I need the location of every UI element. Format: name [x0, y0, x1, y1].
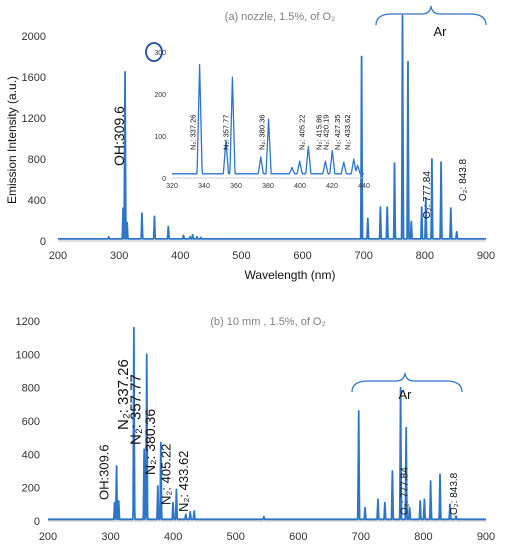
- inset-peak-label: N₂: 380.36: [258, 115, 267, 150]
- chart-a-annotation-o2-843: O₂: 843.8: [458, 158, 469, 201]
- chart-b-x-tick-label: 600: [289, 531, 307, 543]
- chart-b-x-tick-label: 200: [39, 531, 57, 543]
- inset-x-tick-label: 440: [358, 183, 370, 190]
- chart-a-x-axis-label: Wavelength (nm): [245, 268, 336, 282]
- chart-b-peak-label: N₂: 337.26: [115, 359, 132, 430]
- chart-b-annotation-o2-843: O₂: 843.8: [449, 472, 460, 515]
- chart-b-x-tick-label: 500: [227, 531, 245, 543]
- inset-x-tick-label: 340: [198, 183, 210, 190]
- chart-b-peak-label: N₂: 357.77: [128, 374, 145, 445]
- inset-y-tick-label: 100: [154, 134, 166, 141]
- inset-peak-label: N₂: 357.77: [221, 115, 230, 150]
- chart-b-peak-label: N₂: 433.62: [176, 451, 191, 512]
- inset-peak-label: N₂: 420.19: [321, 115, 330, 150]
- inset-peak-label: N₂: 433.62: [343, 115, 352, 150]
- chart-b-x-tick-label: 800: [414, 531, 432, 543]
- chart-b-peak-label: N₂: 405.22: [158, 444, 173, 505]
- chart-a-x-tick-label: 400: [171, 250, 189, 262]
- chart-b-peak-label: OH:309.6: [97, 444, 112, 500]
- chart-a-title: (a) nozzle, 1.5%, of O₂: [225, 11, 336, 23]
- chart-a-annotation-oh: OH:309.6: [111, 106, 127, 166]
- inset-x-tick-label: 420: [326, 183, 338, 190]
- chart-a-x-tick-label: 700: [355, 250, 373, 262]
- inset-peak-label: N₂: 405.22: [297, 115, 306, 150]
- panel-a: (a) nozzle, 1.5%, of O₂ Emission Intensi…: [5, 5, 495, 282]
- chart-b-y-tick-label: 1200: [16, 316, 40, 328]
- chart-b-y-tick-label: 1000: [16, 349, 40, 361]
- inset-highlight-circle: [145, 42, 163, 62]
- chart-b-y-tick-label: 200: [22, 483, 40, 495]
- chart-a-annotation-ar: Ar: [434, 24, 448, 39]
- panel-b: (b) 10 mm , 1.5%, of O₂ 200 300 400 500 600 7…: [16, 316, 496, 543]
- chart-a-inset: 320 340 360 380 400 420 440 0 100 200 300 N₂: 337…: [145, 42, 370, 190]
- inset-x-tick-label: 400: [294, 183, 306, 190]
- chart-a-x-tick-label: 800: [416, 250, 434, 262]
- inset-peak-label: N₂: 415.86: [314, 115, 323, 150]
- inset-y-tick-label: 0: [162, 176, 166, 183]
- chart-b-peak-label: N₂: 380.36: [142, 409, 158, 475]
- inset-series-line: [171, 63, 365, 175]
- inset-y-tick-label: 300: [154, 50, 166, 57]
- chart-b-annotation-o2-777: O₂: 777.84: [400, 467, 411, 515]
- chart-a-series-line: [57, 14, 487, 240]
- inset-peak-label: N₂: 427.35: [333, 115, 342, 150]
- chart-b-annotation-ar: Ar: [399, 387, 413, 402]
- chart-a-x-tick-label: 300: [110, 250, 128, 262]
- inset-x-tick-label: 380: [262, 183, 274, 190]
- chart-b-x-tick-label: 400: [164, 531, 182, 543]
- chart-b-y-tick-label: 600: [22, 416, 40, 428]
- chart-a-y-tick-label: 1600: [22, 72, 46, 84]
- chart-b-title: (b) 10 mm , 1.5%, of O₂: [210, 316, 326, 328]
- chart-a-y-tick-label: 0: [40, 236, 46, 248]
- chart-a-y-tick-label: 400: [28, 195, 46, 207]
- inset-x-tick-label: 360: [230, 183, 242, 190]
- chart-a-x-tick-label: 900: [477, 250, 495, 262]
- chart-b-series-line: [47, 326, 487, 521]
- chart-a-y-tick-label: 2000: [22, 31, 46, 43]
- chart-b-x-tick-label: 300: [101, 531, 119, 543]
- chart-a-x-tick-label: 600: [293, 250, 311, 262]
- inset-y-tick-label: 200: [154, 92, 166, 99]
- chart-a-ar-bracket: [375, 5, 487, 26]
- chart-b-x-tick-label: 700: [352, 531, 370, 543]
- chart-b-x-tick-label: 900: [477, 531, 495, 543]
- chart-a-x-tick-label: 200: [49, 250, 67, 262]
- chart-a-y-tick-label: 800: [28, 154, 46, 166]
- chart-a-y-tick-label: 1200: [22, 113, 46, 125]
- inset-peak-label: N₂: 337.26: [189, 115, 198, 150]
- chart-a-y-axis-label: Emission Intensity (a.u.): [5, 76, 19, 204]
- inset-x-tick-label: 320: [166, 183, 178, 190]
- chart-a-x-tick-label: 500: [232, 250, 250, 262]
- chart-b-ar-bracket: [351, 372, 463, 393]
- chart-b-y-tick-label: 400: [22, 449, 40, 461]
- chart-b-y-tick-label: 0: [34, 516, 40, 528]
- chart-b-y-tick-label: 800: [22, 383, 40, 395]
- chart-a-annotation-o2-777: O₂: 777.84: [422, 171, 433, 219]
